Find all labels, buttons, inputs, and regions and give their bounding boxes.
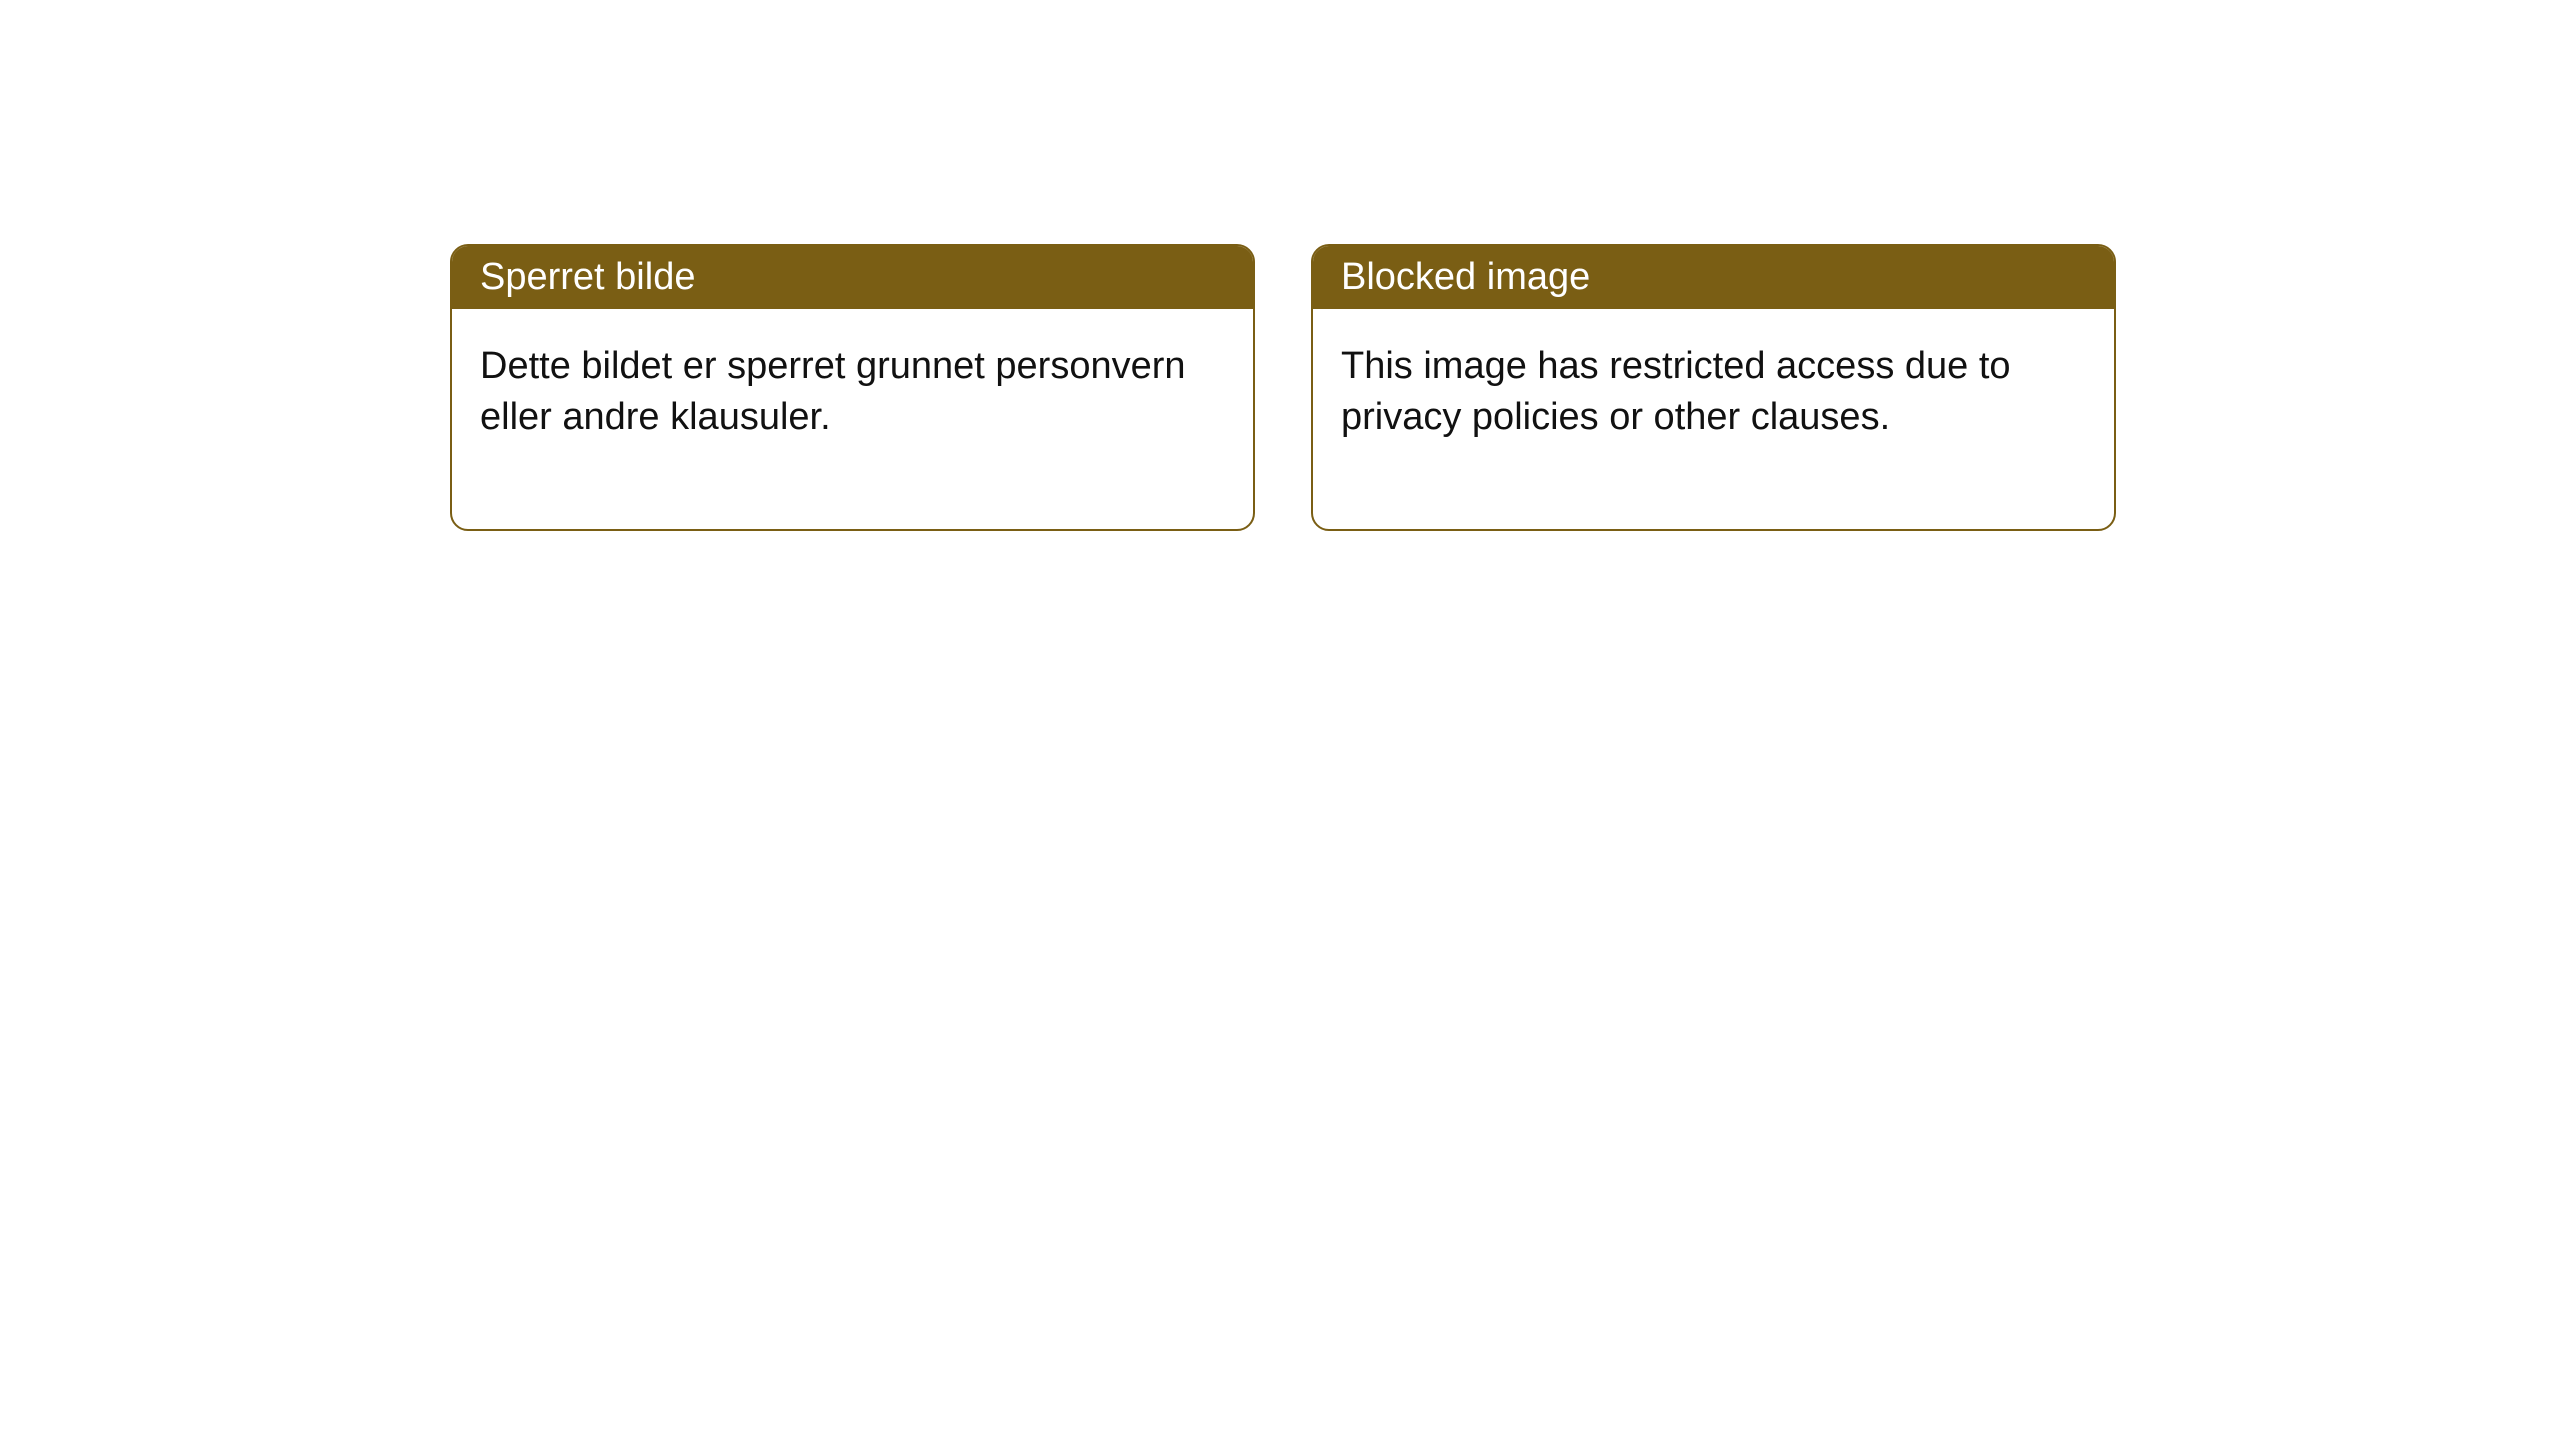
card-body: This image has restricted access due to …: [1313, 309, 2114, 529]
card-title: Sperret bilde: [480, 256, 695, 298]
card-body: Dette bildet er sperret grunnet personve…: [452, 309, 1253, 529]
blocked-image-card-no: Sperret bilde Dette bildet er sperret gr…: [450, 244, 1255, 531]
card-message: Dette bildet er sperret grunnet personve…: [480, 345, 1186, 438]
card-header: Blocked image: [1313, 246, 2114, 309]
notice-cards-row: Sperret bilde Dette bildet er sperret gr…: [0, 0, 2560, 531]
card-header: Sperret bilde: [452, 246, 1253, 309]
blocked-image-card-en: Blocked image This image has restricted …: [1311, 244, 2116, 531]
card-title: Blocked image: [1341, 256, 1590, 298]
card-message: This image has restricted access due to …: [1341, 345, 2011, 438]
